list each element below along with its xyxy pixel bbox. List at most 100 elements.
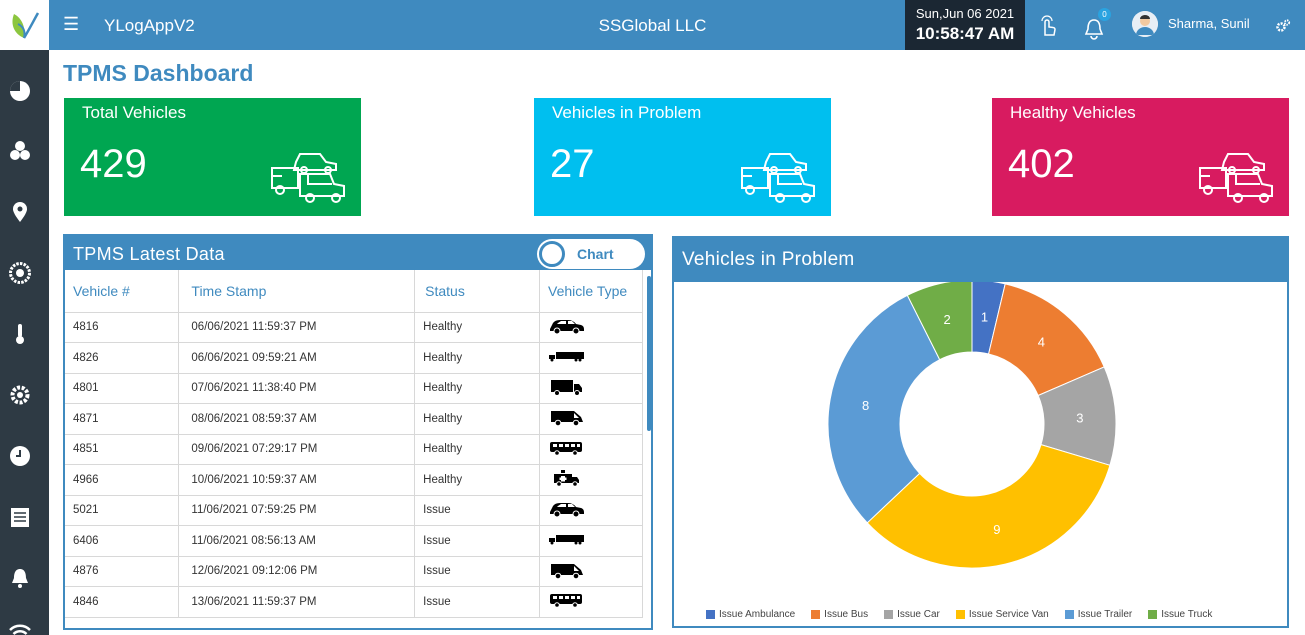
- vehicles-icon: [741, 153, 815, 203]
- legend-label: Issue Car: [897, 609, 940, 620]
- vehicle-type: [539, 342, 643, 374]
- page-title: TPMS Dashboard: [63, 60, 254, 86]
- legend-item[interactable]: Issue Truck: [1148, 609, 1212, 620]
- donut-slice-issue-trailer[interactable]: [827, 294, 941, 524]
- legend-item[interactable]: Issue Service Van: [955, 609, 1049, 620]
- avatar[interactable]: [1132, 11, 1158, 37]
- touch-icon[interactable]: [1037, 13, 1057, 37]
- clock-icon[interactable]: [9, 445, 31, 467]
- van-icon: [551, 411, 584, 427]
- timestamp: 09/06/2021 07:29:17 PM: [178, 434, 416, 465]
- alert-bell-icon[interactable]: [9, 567, 31, 589]
- legend-item[interactable]: Issue Trailer: [1064, 609, 1133, 620]
- slice-value-label: 1: [981, 310, 988, 325]
- legend-item[interactable]: Issue Ambulance: [706, 609, 795, 620]
- trailer-icon: [549, 535, 585, 545]
- table-row[interactable]: 4966 10/06/2021 10:59:37 AM Healthy: [65, 464, 643, 496]
- column-header-status[interactable]: Status: [414, 270, 541, 313]
- chart-toggle[interactable]: Chart: [537, 239, 645, 269]
- thermometer-icon[interactable]: [9, 323, 31, 345]
- table-row[interactable]: 4846 13/06/2021 11:59:37 PM Issue: [65, 586, 643, 618]
- user-name[interactable]: Sharma, Sunil: [1168, 16, 1250, 31]
- legend-swatch: [955, 610, 965, 619]
- legend-swatch: [811, 610, 821, 619]
- table-row[interactable]: 5021 11/06/2021 07:59:25 PM Issue: [65, 495, 643, 526]
- bus-icon: [550, 441, 583, 456]
- toggle-knob[interactable]: [539, 241, 565, 267]
- table-row[interactable]: 4816 06/06/2021 11:59:37 PM Healthy: [65, 312, 643, 343]
- table-header-row: Vehicle # Time Stamp Status Vehicle Type: [65, 270, 643, 313]
- vehicle-number: 4846: [65, 586, 180, 618]
- table-row[interactable]: 4876 12/06/2021 09:12:06 PM Issue: [65, 556, 643, 587]
- panel-header: TPMS Latest Data Chart: [65, 236, 651, 270]
- table-row[interactable]: 4826 06/06/2021 09:59:21 AM Healthy: [65, 342, 643, 374]
- table-row[interactable]: 4851 09/06/2021 07:29:17 PM Healthy: [65, 434, 643, 465]
- ambulance-icon: [554, 470, 580, 488]
- pie-chart-icon[interactable]: [9, 80, 31, 102]
- vehicle-type: [539, 556, 643, 587]
- card-vehicles-in-problem[interactable]: Vehicles in Problem 27: [534, 98, 831, 216]
- slice-value-label: 4: [1038, 334, 1045, 349]
- table-scrollbar[interactable]: [647, 276, 651, 431]
- legend-label: Issue Trailer: [1077, 609, 1133, 620]
- column-header-vehicle[interactable]: Vehicle #: [65, 270, 180, 313]
- card-healthy-vehicles[interactable]: Healthy Vehicles 402: [992, 98, 1289, 216]
- donut-slice-issue-service-van[interactable]: [866, 444, 1111, 569]
- chart-legend: Issue Ambulance Issue Bus Issue Car Issue S…: [706, 609, 1286, 620]
- legend-swatch: [884, 610, 894, 619]
- timestamp: 08/06/2021 08:59:37 AM: [178, 403, 416, 435]
- vehicle-number: 6406: [65, 525, 180, 557]
- legend-item[interactable]: Issue Car: [884, 609, 940, 620]
- timestamp: 12/06/2021 09:12:06 PM: [178, 556, 416, 587]
- vehicle-type: [539, 464, 643, 496]
- map-pin-icon[interactable]: [9, 201, 31, 223]
- column-header-vehicle-type[interactable]: Vehicle Type: [539, 270, 643, 313]
- table-row[interactable]: 4801 07/06/2021 11:38:40 PM Healthy: [65, 373, 643, 404]
- column-header-timestamp[interactable]: Time Stamp: [178, 270, 416, 313]
- latest-data-table: Vehicle # Time Stamp Status Vehicle Type…: [65, 270, 643, 618]
- sidebar: [0, 50, 49, 635]
- vehicles-icon: [271, 153, 345, 203]
- status: Healthy: [414, 312, 541, 343]
- tire-icon[interactable]: [9, 262, 31, 284]
- report-icon[interactable]: [9, 506, 31, 528]
- notification-badge: 0: [1098, 8, 1111, 21]
- vehicle-type: [539, 373, 643, 404]
- card-value: 402: [1008, 142, 1075, 186]
- card-value: 27: [550, 142, 595, 186]
- status: Issue: [414, 586, 541, 618]
- bell-icon[interactable]: [1084, 18, 1104, 40]
- user-avatar-icon: [1132, 11, 1158, 37]
- car-icon: [550, 319, 585, 335]
- donut-slice-issue-truck[interactable]: [906, 282, 973, 361]
- cluster-icon[interactable]: [9, 140, 31, 162]
- card-total-vehicles[interactable]: Total Vehicles 429: [64, 98, 361, 216]
- app-logo[interactable]: [0, 0, 49, 50]
- trailer-icon: [549, 352, 585, 362]
- card-label: Total Vehicles: [82, 103, 186, 122]
- van-icon: [551, 563, 584, 580]
- vehicle-number: 4851: [65, 434, 180, 465]
- gear-icon[interactable]: [9, 384, 31, 406]
- settings-gears-icon[interactable]: [1275, 18, 1291, 34]
- vehicle-number: 4876: [65, 556, 180, 587]
- wifi-icon[interactable]: [9, 620, 31, 635]
- timestamp: 13/06/2021 11:59:37 PM: [178, 586, 416, 618]
- slice-value-label: 3: [1076, 411, 1083, 426]
- vehicle-type: [539, 586, 643, 618]
- status: Issue: [414, 525, 541, 557]
- menu-toggle-icon[interactable]: ☰: [63, 14, 80, 34]
- panel-title: TPMS Latest Data: [73, 244, 225, 264]
- status: Healthy: [414, 434, 541, 465]
- vehicle-type: [539, 312, 643, 343]
- legend-item[interactable]: Issue Bus: [811, 609, 868, 620]
- table-row[interactable]: 6406 11/06/2021 08:56:13 AM Issue: [65, 525, 643, 557]
- top-bar: ☰ YLogAppV2 SSGlobal LLC Sun,Jun 06 2021…: [0, 0, 1305, 50]
- table-row[interactable]: 4871 08/06/2021 08:59:37 AM Healthy: [65, 403, 643, 435]
- legend-label: Issue Service Van: [968, 609, 1049, 620]
- panel-header: Vehicles in Problem: [674, 238, 1287, 282]
- timestamp: 11/06/2021 07:59:25 PM: [178, 495, 416, 526]
- vehicle-number: 4826: [65, 342, 180, 374]
- vehicle-number: 4801: [65, 373, 180, 404]
- vehicle-number: 4871: [65, 403, 180, 435]
